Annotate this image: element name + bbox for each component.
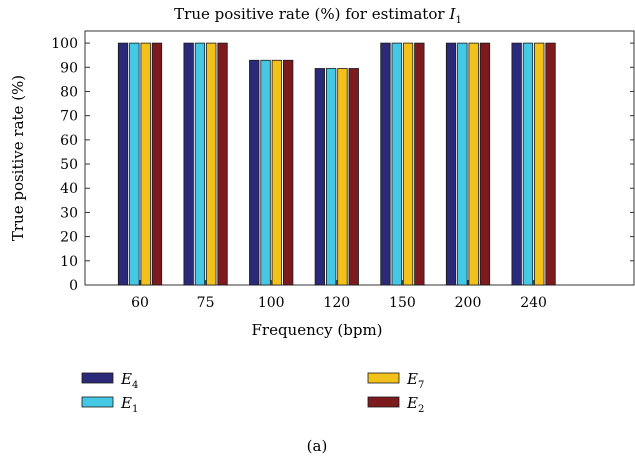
bar-e4-60 <box>117 42 129 286</box>
bar-e7-100 <box>271 59 283 286</box>
y-axis-label: True positive rate (%) <box>9 75 27 241</box>
y-tick-label: 40 <box>60 181 78 197</box>
chart-title-symbol: I <box>449 5 457 23</box>
bar-e1-120 <box>325 68 337 286</box>
bar-e2-200 <box>479 42 491 286</box>
x-tick-label: 100 <box>258 295 285 311</box>
y-axis: 0 10 20 30 40 50 60 70 80 90 100 <box>51 36 634 294</box>
legend-subscript: 7 <box>418 380 424 391</box>
legend-label-e2: E2 <box>406 394 424 415</box>
bar-e4-75 <box>183 42 194 286</box>
bar-e1-100 <box>260 59 271 286</box>
bar-e2-150 <box>414 42 425 286</box>
bar-e4-120 <box>314 68 326 286</box>
bar-e2-75 <box>217 42 228 286</box>
legend-label-e4: E4 <box>120 370 138 391</box>
y-tick-label: 80 <box>60 84 78 100</box>
bar-e2-60 <box>151 42 163 286</box>
legend-subscript: 4 <box>132 380 138 391</box>
bar-e4-240 <box>511 42 522 286</box>
bar-e7-75 <box>206 42 217 286</box>
bar-e4-200 <box>445 42 457 286</box>
legend-swatch-e7 <box>367 372 400 384</box>
bars <box>117 42 556 286</box>
bar-e4-150 <box>380 42 391 286</box>
legend-swatch-e4 <box>81 372 114 384</box>
bar-e1-60 <box>129 42 140 286</box>
bar-e1-75 <box>194 42 206 286</box>
x-tick-label: 75 <box>197 295 215 311</box>
legend-swatch-e2 <box>367 396 400 408</box>
bar-e2-100 <box>282 59 294 286</box>
bar-e1-200 <box>457 42 468 286</box>
y-tick-label: 90 <box>60 60 78 76</box>
bar-e1-240 <box>522 42 534 286</box>
y-tick-label: 10 <box>60 254 78 270</box>
bar-e7-150 <box>402 42 414 286</box>
legend-label-e7: E7 <box>406 370 424 391</box>
bar-e1-150 <box>391 42 402 286</box>
legend-symbol: E <box>120 394 132 412</box>
legend-label-e1: E1 <box>120 394 138 415</box>
x-tick-label: 60 <box>131 295 149 311</box>
x-tick-label: 200 <box>455 295 482 311</box>
y-tick-label: 100 <box>51 36 78 52</box>
bar-e7-60 <box>140 42 151 286</box>
bar-e7-240 <box>534 42 545 286</box>
y-tick-label: 50 <box>60 157 78 173</box>
chart-title-text: True positive rate (%) for estimator <box>174 5 445 23</box>
y-tick-label: 0 <box>69 278 78 294</box>
x-tick-label: 120 <box>323 295 350 311</box>
legend-symbol: E <box>406 394 418 412</box>
figure-caption: (a) <box>307 437 328 455</box>
x-axis: 60 75 100 120 150 200 240 <box>131 280 547 311</box>
x-axis-label: Frequency (bpm) <box>251 321 382 339</box>
chart-title: True positive rate (%) for estimator I1 <box>174 5 462 26</box>
x-tick-label: 240 <box>520 295 547 311</box>
x-tick-label: 150 <box>389 295 416 311</box>
legend-swatch-e1 <box>81 396 114 408</box>
y-tick-label: 20 <box>60 230 78 246</box>
y-tick-label: 70 <box>60 109 78 125</box>
bar-e4-100 <box>249 59 260 286</box>
legend-subscript: 1 <box>132 404 138 415</box>
bar-e2-240 <box>545 42 556 286</box>
y-tick-label: 30 <box>60 205 78 221</box>
legend-subscript: 2 <box>418 404 424 415</box>
legend-symbol: E <box>406 370 418 388</box>
plot-frame <box>84 30 635 286</box>
bar-e7-120 <box>337 68 348 286</box>
bar-e2-120 <box>348 68 359 286</box>
y-tick-label: 60 <box>60 133 78 149</box>
chart-title-subscript: 1 <box>455 15 461 26</box>
bar-e7-200 <box>468 42 479 286</box>
legend-symbol: E <box>120 370 132 388</box>
